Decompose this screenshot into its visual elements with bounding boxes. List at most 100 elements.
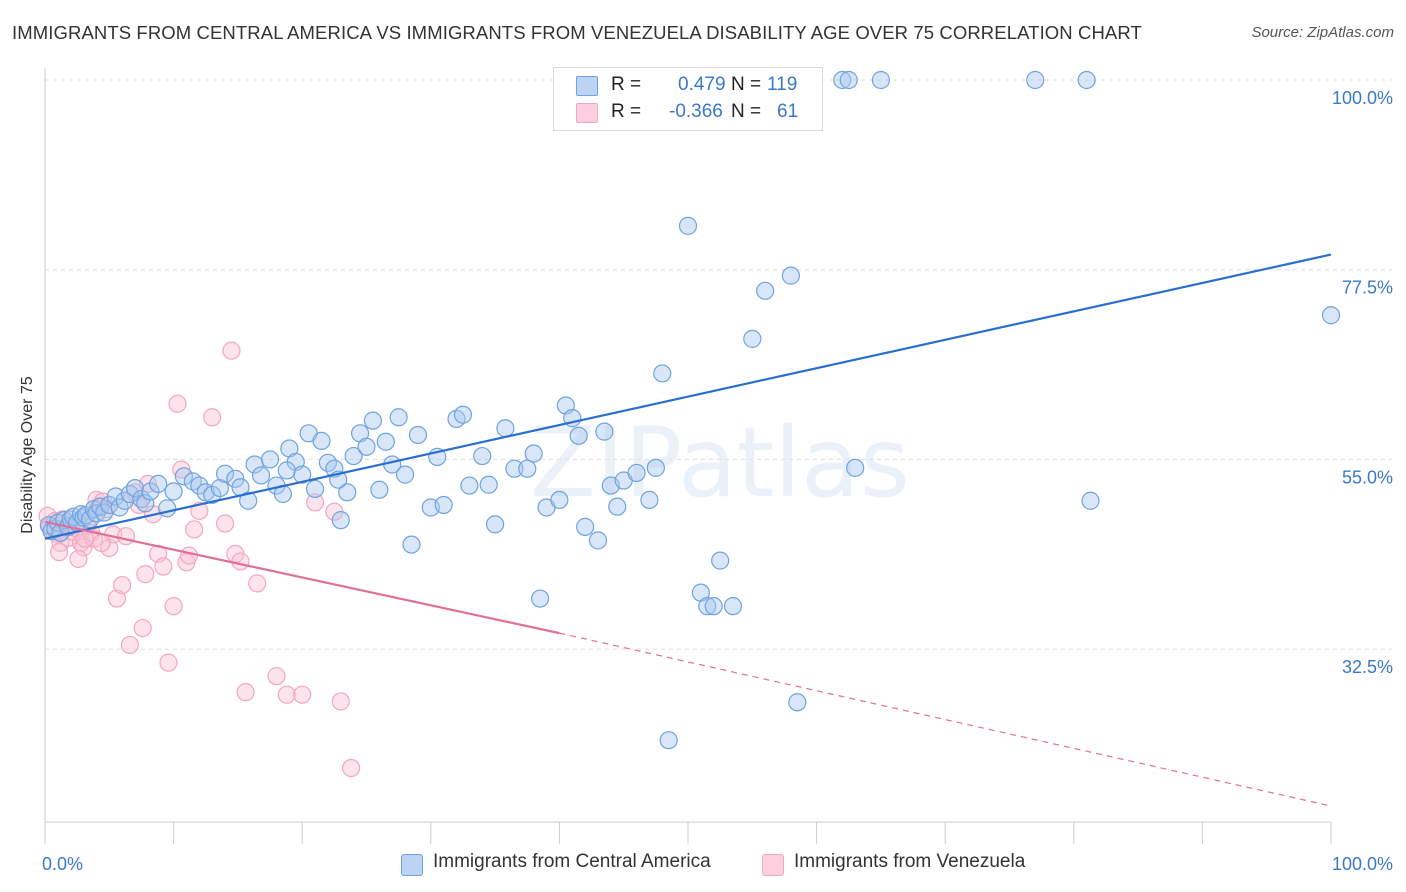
data-point-central-america	[260, 450, 280, 469]
data-point-central-america	[344, 446, 363, 466]
legend-r-value: -0.366	[669, 101, 723, 122]
data-point-venezuela	[215, 514, 235, 533]
data-point-venezuela	[50, 543, 69, 562]
data-point-central-america	[646, 458, 665, 477]
y-tick-label: 77.5%	[1342, 278, 1393, 298]
legend-label-venezuela: Immigrants from Venezuela	[794, 851, 1026, 872]
data-point-central-america	[756, 281, 775, 300]
data-point-venezuela	[168, 394, 187, 413]
data-point-venezuela	[236, 683, 255, 702]
data-point-central-america	[174, 467, 193, 486]
data-point-venezuela	[133, 618, 152, 638]
data-point-venezuela	[341, 758, 361, 778]
data-point-central-america	[524, 444, 543, 463]
data-point-central-america	[704, 597, 723, 616]
data-point-central-america	[190, 476, 209, 495]
data-point-venezuela	[120, 635, 139, 655]
legend-swatch-blue	[576, 76, 598, 96]
data-point-central-america	[215, 464, 235, 483]
data-point-central-america	[370, 480, 389, 499]
legend-n-label: N =	[731, 101, 762, 122]
data-point-central-america	[376, 432, 395, 451]
data-point-venezuela	[203, 408, 222, 427]
data-point-central-america	[203, 485, 222, 504]
stats-legend: R = 0.479 N = 119 R = -0.366 N = 61	[553, 67, 823, 131]
legend-r-value: 0.479	[678, 74, 726, 95]
legend-r-label: R =	[611, 74, 642, 95]
data-point-central-america	[627, 463, 646, 483]
legend-swatch-blue	[401, 854, 423, 876]
data-point-central-america	[136, 494, 155, 513]
data-point-central-america	[158, 499, 177, 518]
data-point-central-america	[1081, 491, 1100, 510]
data-point-venezuela	[164, 597, 183, 616]
data-point-venezuela	[154, 557, 173, 576]
venezuela-points	[38, 341, 361, 778]
watermark: ZIPatlas	[530, 407, 910, 519]
data-point-central-america	[434, 495, 453, 515]
data-point-central-america	[1026, 70, 1045, 90]
data-point-venezuela	[331, 692, 350, 711]
data-point-venezuela	[222, 341, 241, 360]
legend-label-central-america: Immigrants from Central America	[433, 851, 711, 872]
data-point-central-america	[743, 329, 762, 348]
data-point-venezuela	[293, 685, 312, 704]
trendline-venezuela	[44, 520, 560, 635]
legend-swatch-pink	[576, 103, 598, 123]
data-point-central-america	[210, 479, 229, 498]
data-point-central-america	[453, 405, 473, 424]
data-point-central-america	[389, 408, 408, 427]
data-point-central-america	[588, 531, 608, 550]
data-point-venezuela	[113, 575, 132, 595]
data-point-central-america	[402, 535, 421, 554]
data-point-central-america	[363, 411, 383, 430]
data-point-central-america	[408, 425, 428, 445]
data-point-venezuela	[248, 574, 267, 593]
data-point-central-america	[149, 474, 168, 493]
data-point-central-america	[277, 461, 296, 480]
data-point-central-america	[486, 515, 505, 534]
data-point-central-america	[871, 70, 891, 90]
data-point-venezuela	[159, 653, 178, 672]
data-point-central-america	[653, 364, 672, 383]
data-point-central-america	[839, 70, 858, 90]
trendline-venezuela-extension	[559, 632, 1332, 807]
legend-n-value: 61	[777, 101, 799, 122]
data-point-central-america	[120, 484, 139, 504]
y-tick-label: 32.5%	[1342, 657, 1393, 677]
data-point-venezuela	[92, 533, 111, 553]
data-point-central-america	[711, 551, 730, 570]
data-point-central-america	[473, 446, 492, 466]
trendlines	[44, 253, 1332, 807]
data-point-central-america	[659, 731, 678, 750]
data-point-central-america	[496, 419, 515, 438]
data-point-central-america	[576, 517, 595, 536]
data-point-central-america	[531, 589, 550, 608]
x-tick-labels: 0.0% 100.0%	[42, 854, 1393, 874]
x-tick-label: 0.0%	[42, 854, 83, 874]
data-point-central-america	[395, 465, 415, 484]
data-point-central-america	[723, 597, 743, 616]
series-legend: Immigrants from Central America Immigran…	[0, 851, 1406, 879]
legend-n-value: 119	[767, 74, 798, 95]
legend-n-label: N =	[731, 74, 762, 95]
data-point-central-america	[518, 459, 537, 478]
data-point-central-america	[788, 693, 807, 712]
data-point-central-america	[1321, 306, 1341, 325]
data-point-central-america	[251, 466, 271, 485]
data-point-central-america	[312, 431, 331, 450]
x-tick-label: 100.0%	[1332, 854, 1393, 874]
data-point-venezuela	[116, 527, 136, 546]
data-point-central-america	[698, 597, 717, 616]
data-point-central-america	[331, 511, 350, 530]
data-point-central-america	[239, 491, 258, 510]
data-point-venezuela	[267, 667, 286, 686]
data-point-central-america	[141, 482, 160, 501]
data-point-venezuela	[305, 493, 325, 512]
trendline-central-america	[44, 253, 1332, 540]
data-point-venezuela	[179, 546, 199, 565]
y-tick-label: 55.0%	[1342, 467, 1393, 487]
y-tick-labels: 32.5% 55.0% 77.5% 100.0%	[1332, 88, 1393, 677]
legend-r-label: R =	[611, 101, 642, 122]
